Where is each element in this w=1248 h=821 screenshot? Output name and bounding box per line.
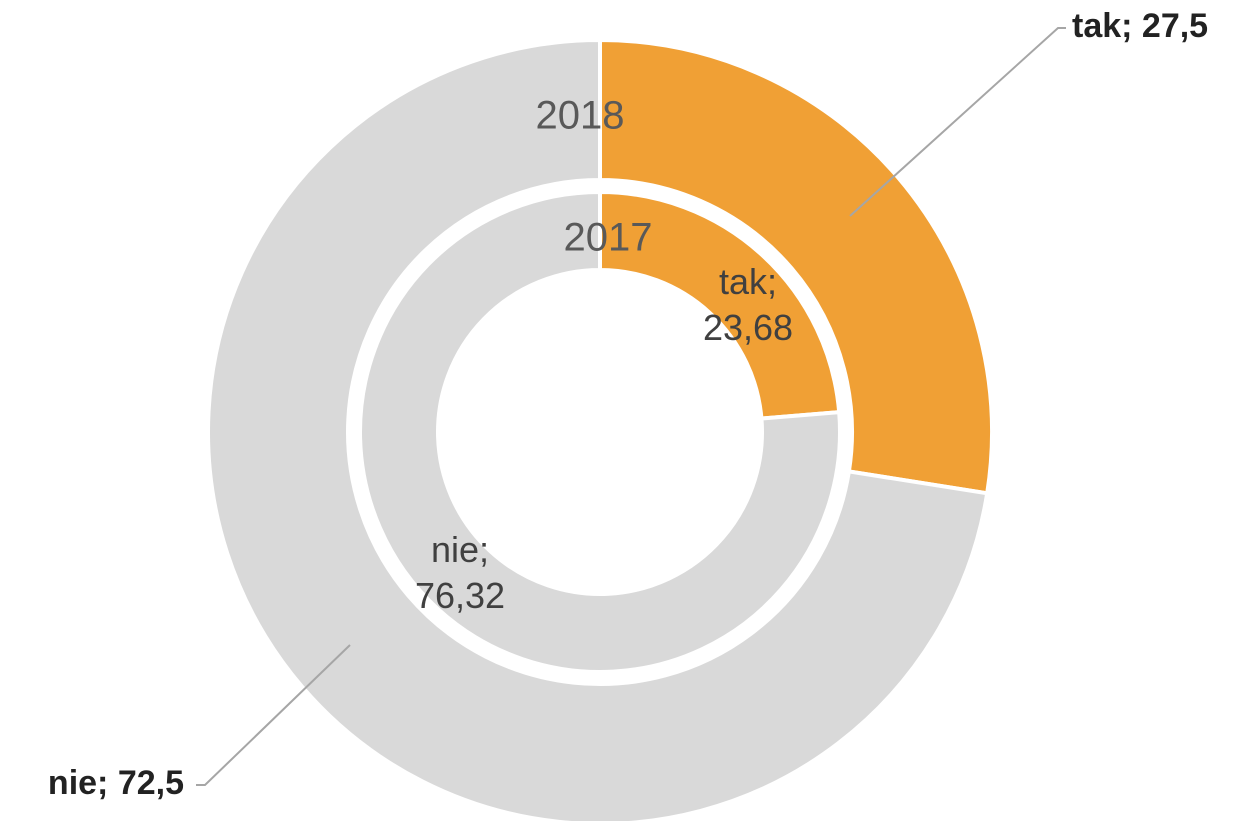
data-label: tak; 23,68: [703, 261, 793, 348]
series-name: 2018: [536, 94, 625, 138]
donut-segment: [358, 189, 842, 674]
data-label: nie; 76,32: [415, 529, 505, 616]
data-label: tak; 27,5: [1072, 7, 1208, 45]
donut-segment: [598, 37, 994, 496]
leader-line: [849, 27, 1066, 217]
data-label: nie; 72,5: [48, 764, 184, 802]
leader-line: [196, 644, 351, 786]
donut-segment: [598, 189, 842, 421]
donut-segment: [206, 37, 990, 821]
series-name: 2017: [564, 216, 653, 260]
